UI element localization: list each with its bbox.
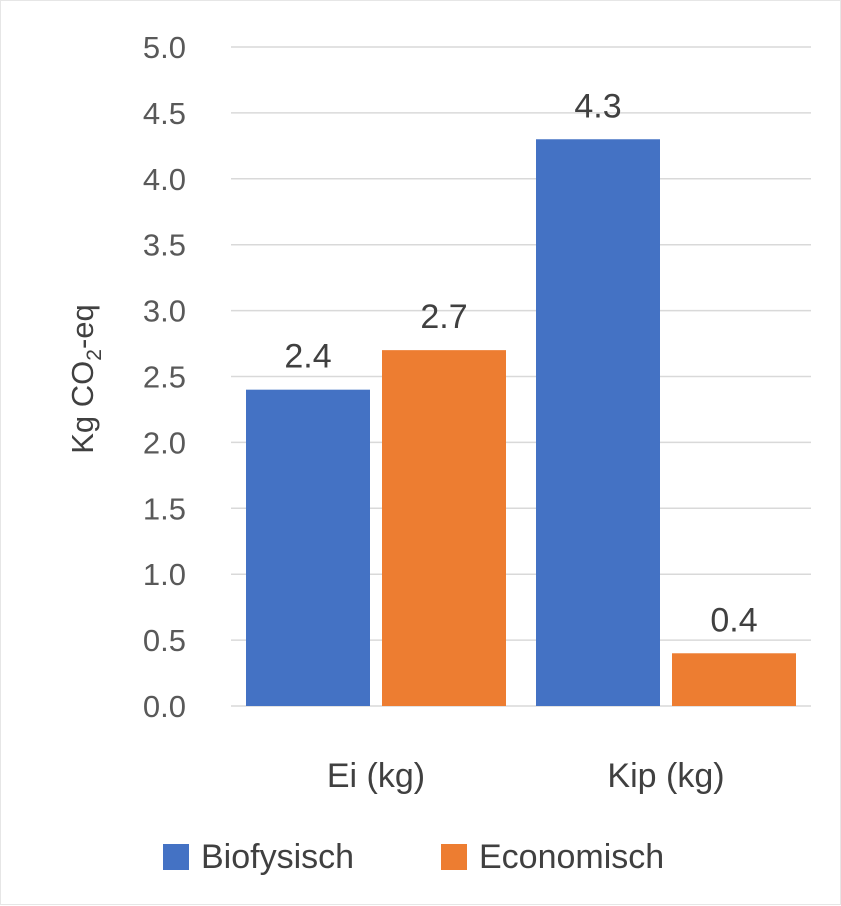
y-tick-label: 1.0 (143, 557, 186, 592)
data-label: 2.4 (284, 338, 331, 376)
y-tick-label: 0.0 (143, 689, 186, 724)
x-axis-categories: Ei (kg) Kip (kg) (327, 757, 725, 795)
y-tick-label: 3.0 (143, 294, 186, 329)
y-axis-ticks: 0.0 0.5 1.0 1.5 2.0 2.5 3.0 3.5 4.0 4.5 5.0 (143, 30, 186, 724)
y-tick-label: 4.0 (143, 162, 186, 197)
y-axis-label-pre: Kg CO (65, 361, 100, 454)
data-label: 2.7 (420, 298, 467, 336)
bar (672, 653, 796, 706)
x-category-label: Kip (kg) (607, 757, 724, 795)
bar (536, 139, 660, 706)
legend-swatch (441, 844, 467, 870)
bars (246, 139, 796, 706)
legend-swatch (163, 844, 189, 870)
x-category-label: Ei (kg) (327, 757, 425, 795)
y-tick-label: 2.5 (143, 360, 186, 395)
y-tick-label: 0.5 (143, 623, 186, 658)
y-axis-label-post: -eq (65, 304, 100, 349)
bar (246, 389, 370, 706)
legend-label: Biofysisch (201, 838, 354, 876)
y-tick-label: 3.5 (143, 228, 186, 263)
bar (382, 350, 506, 706)
data-label: 0.4 (710, 601, 757, 639)
y-tick-label: 4.5 (143, 96, 186, 131)
data-labels: 2.4 2.7 4.3 0.4 (284, 87, 757, 639)
y-tick-label: 5.0 (143, 30, 186, 65)
y-axis-label-sub: 2 (83, 349, 106, 361)
legend-label: Economisch (479, 838, 664, 876)
y-axis-label: Kg CO2-eq (65, 304, 106, 454)
legend: Biofysisch Economisch (163, 838, 664, 876)
y-tick-label: 2.0 (143, 425, 186, 460)
data-label: 4.3 (574, 87, 621, 125)
y-tick-label: 1.5 (143, 491, 186, 526)
